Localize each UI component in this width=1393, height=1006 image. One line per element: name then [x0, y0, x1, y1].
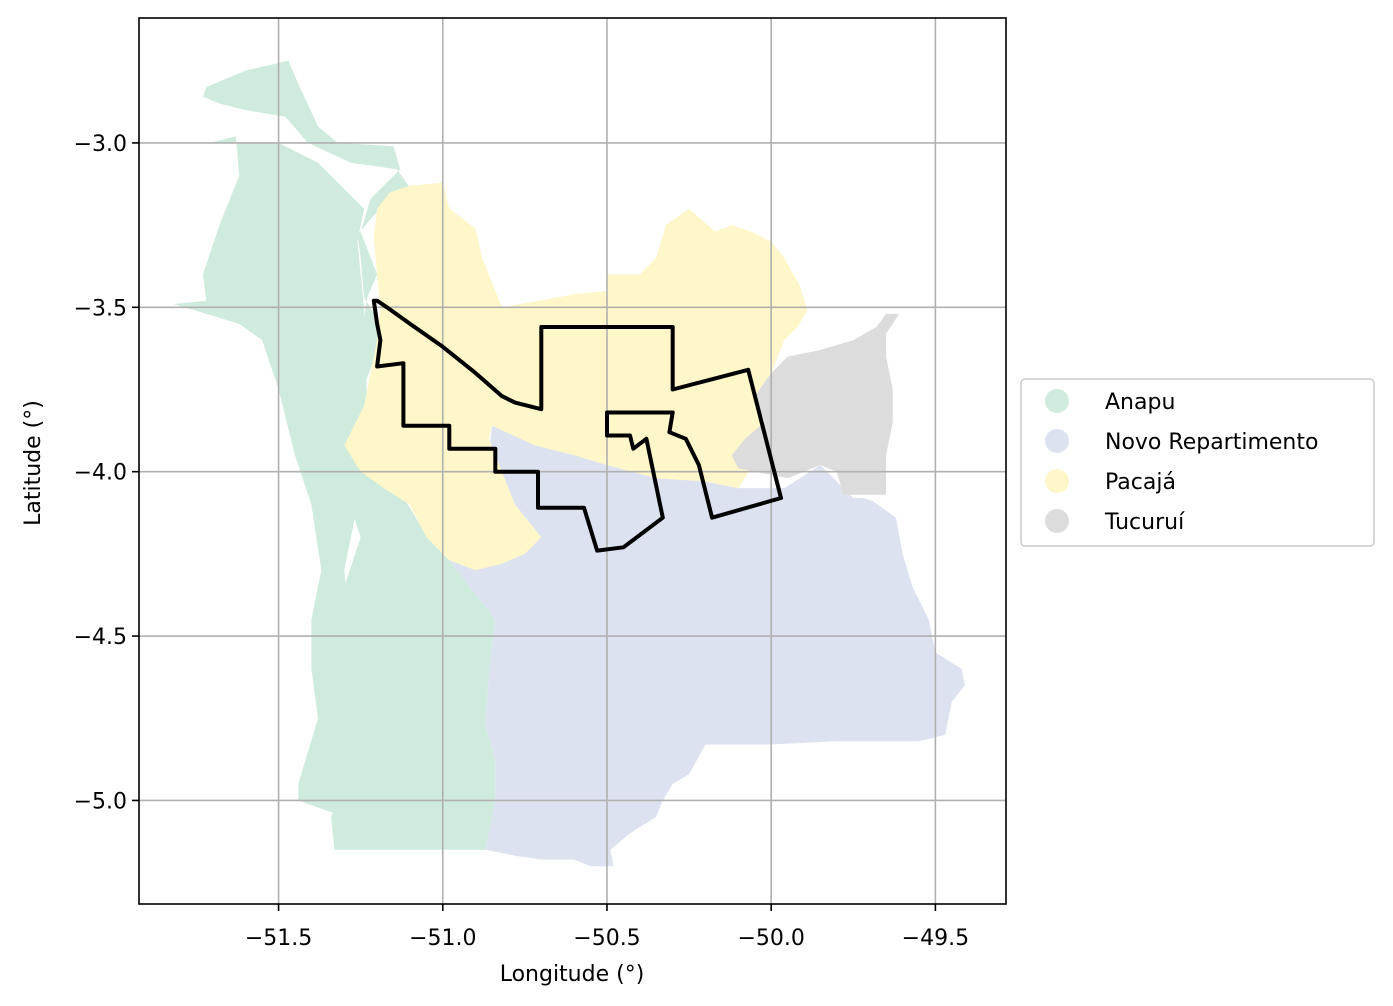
- legend-label-novo-repartimento: Novo Repartimento: [1105, 430, 1318, 455]
- regions-layer: [173, 60, 965, 867]
- region-tucuru: [731, 313, 900, 495]
- legend: Anapu Novo Repartimento Pacajá Tucuruí: [1020, 378, 1375, 547]
- region-novo-repartimento: [449, 425, 965, 867]
- x-tick-label: −50.5: [573, 926, 640, 951]
- legend-box: [1020, 378, 1375, 547]
- study-area-outline: [371, 298, 783, 553]
- y-tick-label: −3.5: [74, 296, 127, 321]
- x-tick-label: −49.5: [902, 926, 969, 951]
- y-tick-label: −3.0: [74, 132, 127, 157]
- y-tick-label: −4.0: [74, 461, 127, 486]
- legend-marker-pacaj-: [1045, 469, 1069, 493]
- grid-layer: [139, 18, 1006, 904]
- y-tick-label: −4.5: [74, 625, 127, 650]
- x-tick-label: −50.0: [737, 926, 804, 951]
- plot-frame: [138, 17, 1007, 905]
- region-anapu: [203, 60, 496, 850]
- x-tick-label: −51.0: [409, 926, 476, 951]
- region-pacaj: [344, 182, 808, 571]
- x-tick-label: −51.5: [245, 926, 312, 951]
- legend-label-tucuru-: Tucuruí: [1104, 510, 1185, 535]
- y-axis-label: Latitude (°): [21, 400, 46, 526]
- x-axis: −51.5 −51.0 −50.5 −50.0 −49.5: [245, 904, 969, 951]
- y-axis: −3.0 −3.5 −4.0 −4.5 −5.0: [74, 132, 139, 814]
- legend-label-pacaj-: Pacajá: [1105, 470, 1176, 495]
- legend-marker-novo-repartimento: [1045, 429, 1069, 453]
- outline-layer: [371, 298, 783, 553]
- y-tick-label: −5.0: [74, 789, 127, 814]
- legend-marker-tucuru-: [1045, 509, 1069, 533]
- legend-marker-anapu: [1045, 389, 1069, 413]
- legend-label-anapu: Anapu: [1105, 390, 1175, 415]
- x-axis-label: Longitude (°): [500, 962, 645, 987]
